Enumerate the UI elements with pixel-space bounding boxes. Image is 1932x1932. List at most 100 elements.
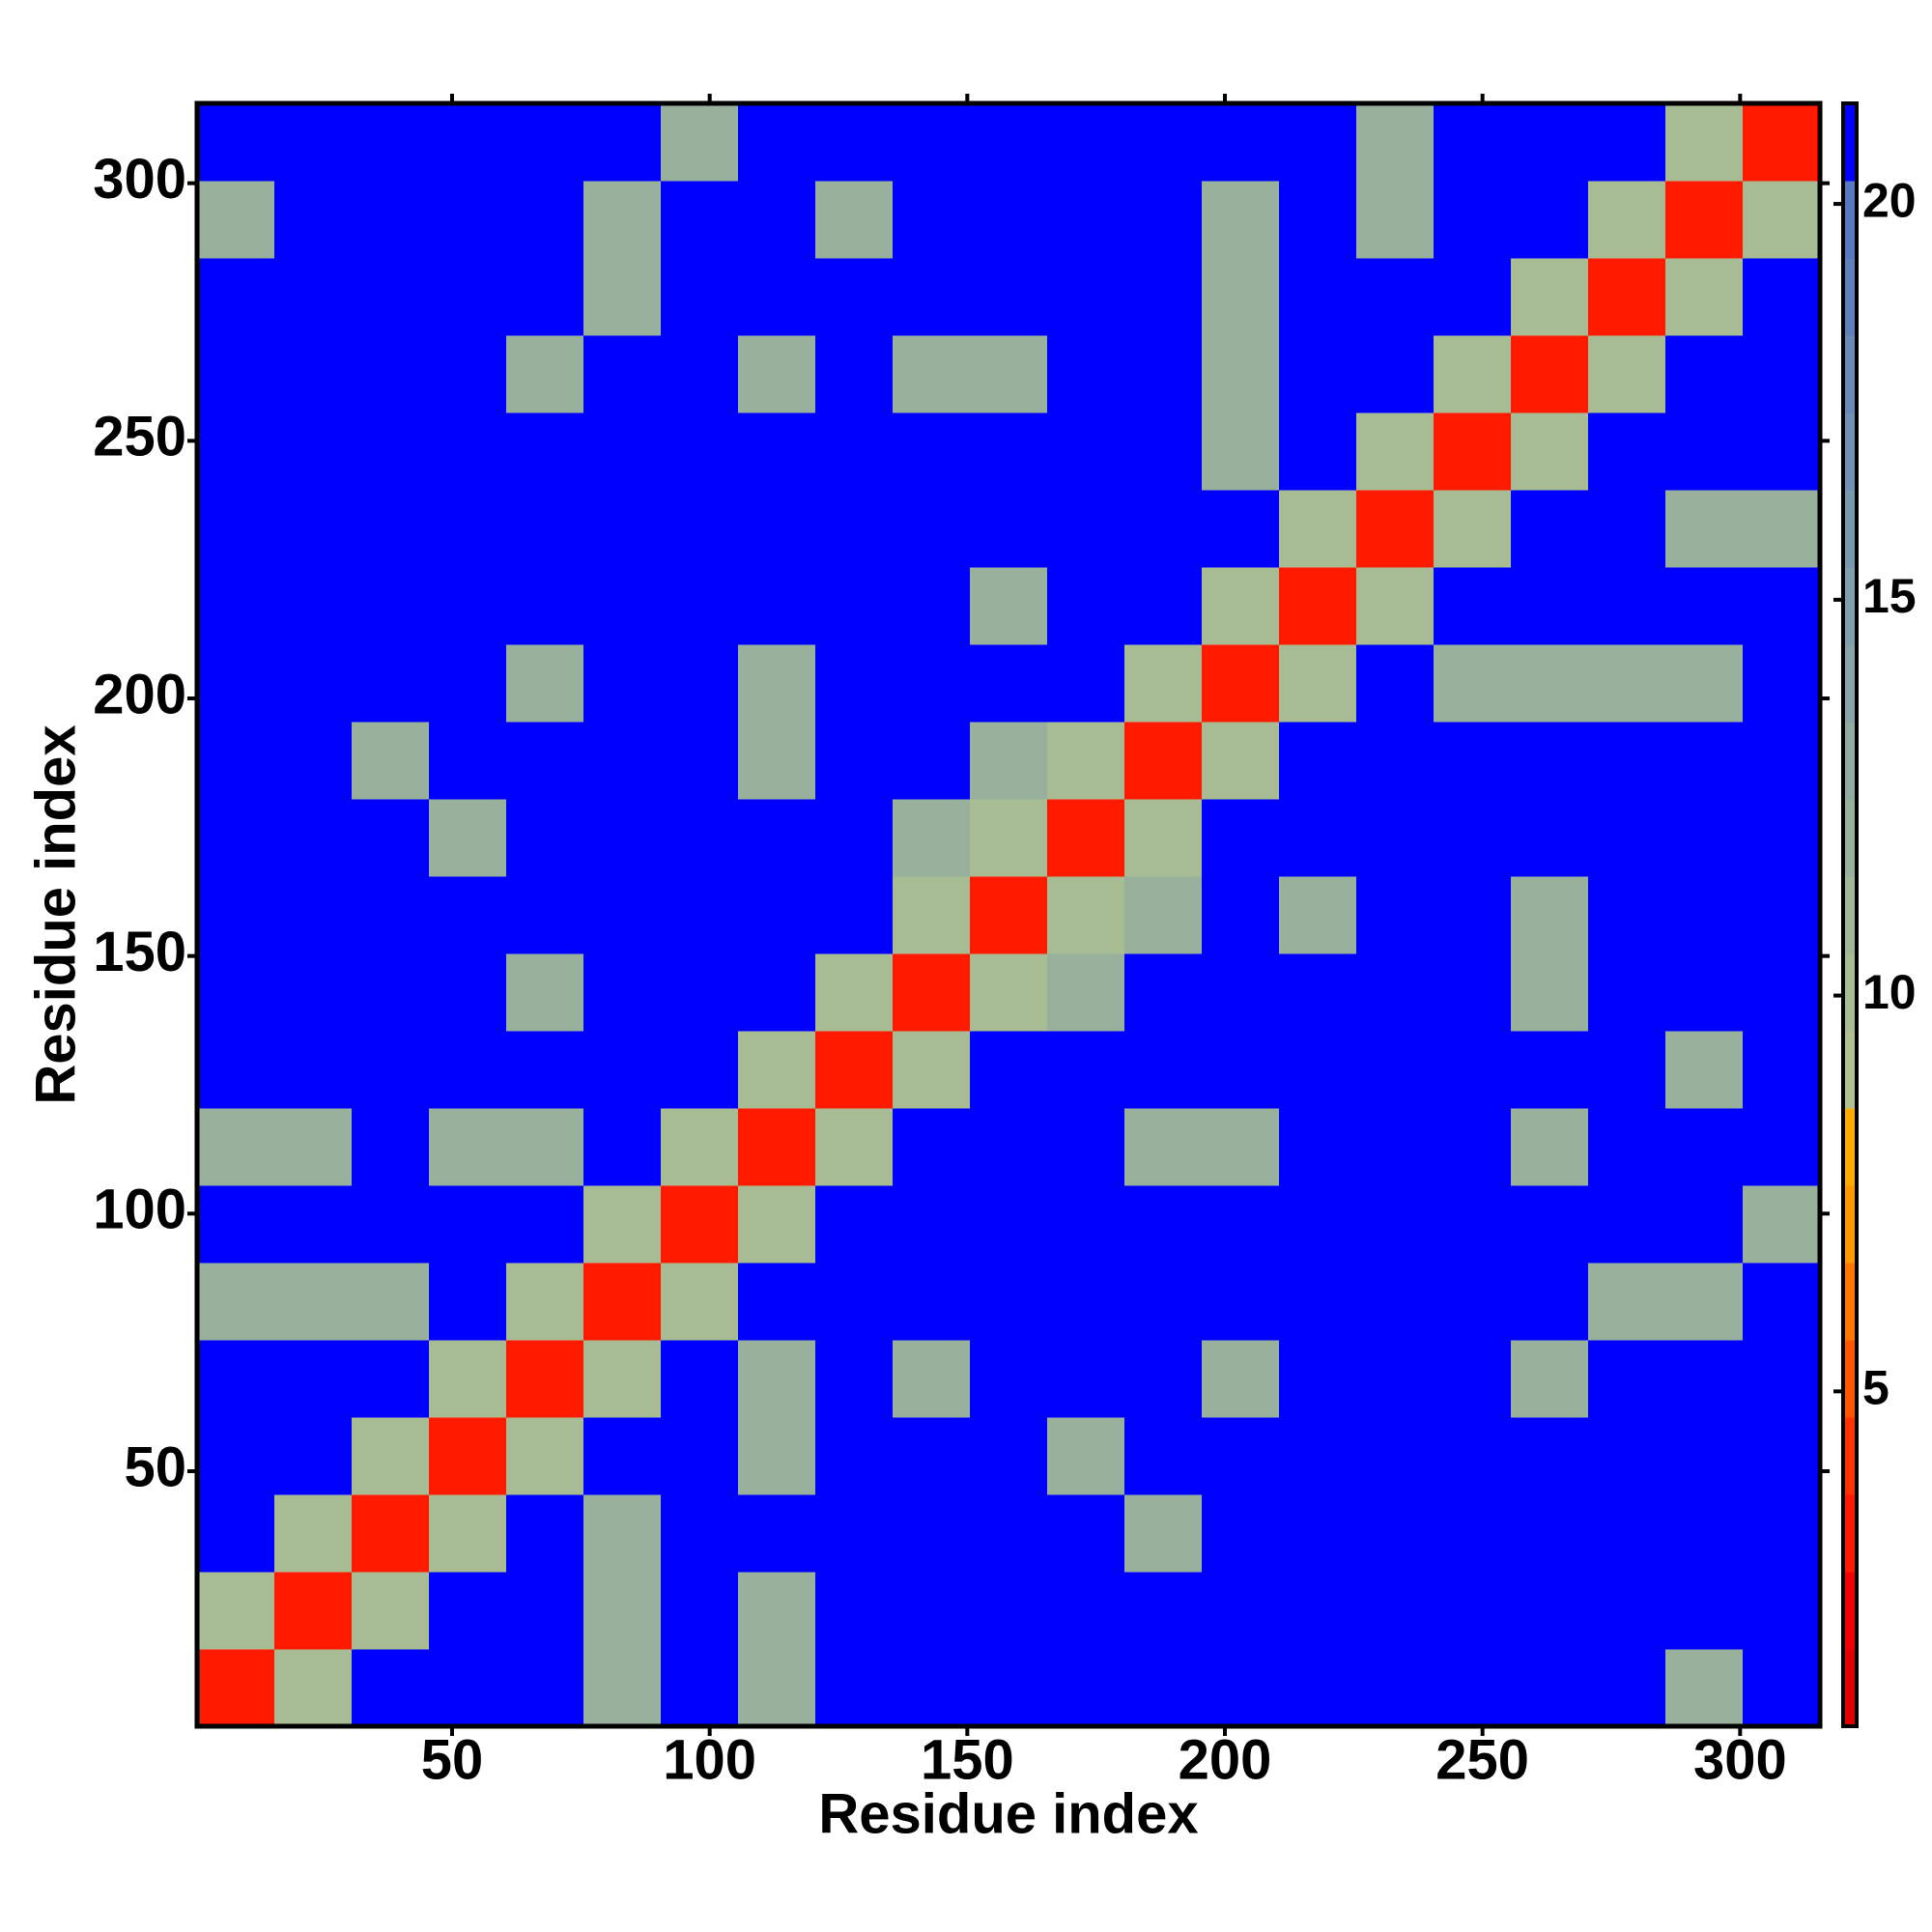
- cell: [1279, 412, 1357, 491]
- cell: [815, 567, 894, 645]
- cell: [1047, 567, 1125, 645]
- cell: [583, 335, 662, 413]
- colorbar-band: [1843, 876, 1857, 954]
- cell: [274, 1572, 353, 1650]
- cell: [1588, 1031, 1666, 1109]
- cell: [1047, 644, 1125, 723]
- cell: [893, 1108, 971, 1186]
- cell: [1743, 412, 1821, 491]
- cell: [1356, 1649, 1435, 1727]
- cell: [815, 644, 894, 723]
- cell: [583, 258, 662, 336]
- cell: [1665, 1031, 1744, 1109]
- cell: [1202, 722, 1280, 800]
- cell: [1588, 1494, 1666, 1573]
- cell: [1279, 335, 1357, 413]
- cell: [1588, 567, 1666, 645]
- cell: [1434, 412, 1512, 491]
- cell: [1665, 1185, 1744, 1264]
- cell: [1665, 953, 1744, 1032]
- cell: [815, 876, 894, 954]
- cell: [506, 567, 584, 645]
- cell: [1743, 1031, 1821, 1109]
- y-axis-title: Residue index: [24, 724, 87, 1104]
- cell: [1588, 181, 1666, 259]
- cell: [429, 876, 507, 954]
- cell: [583, 876, 662, 954]
- cell: [815, 1185, 894, 1264]
- colorbar-band: [1843, 1108, 1857, 1186]
- cell: [352, 1572, 430, 1650]
- cell: [1743, 1417, 1821, 1495]
- cell: [1434, 1108, 1512, 1186]
- cell: [661, 722, 739, 800]
- cell: [1434, 258, 1512, 336]
- cell: [1665, 567, 1744, 645]
- cell: [1047, 1572, 1125, 1650]
- cell: [352, 1494, 430, 1573]
- cell: [352, 181, 430, 259]
- cell: [815, 722, 894, 800]
- cell: [1434, 103, 1512, 182]
- cell: [1356, 103, 1435, 182]
- cell: [1279, 1031, 1357, 1109]
- cell: [583, 1263, 662, 1341]
- cell: [1665, 181, 1744, 259]
- cell: [1047, 1417, 1125, 1495]
- cell: [506, 876, 584, 954]
- cell: [970, 644, 1048, 723]
- cell: [1356, 1340, 1435, 1418]
- cell: [815, 1417, 894, 1495]
- x-tick-label: 200: [1179, 1728, 1272, 1791]
- cell: [661, 1494, 739, 1573]
- cell: [1279, 1417, 1357, 1495]
- cell: [970, 567, 1048, 645]
- cell: [429, 412, 507, 491]
- cell: [738, 1185, 816, 1264]
- cell: [1202, 1263, 1280, 1341]
- cell: [1743, 953, 1821, 1032]
- cell: [815, 258, 894, 336]
- cell: [661, 412, 739, 491]
- cell: [1588, 799, 1666, 877]
- cell: [738, 1108, 816, 1186]
- cell: [1743, 258, 1821, 336]
- cell: [738, 1572, 816, 1650]
- cell: [1588, 1572, 1666, 1650]
- cell: [738, 1340, 816, 1418]
- cell: [1511, 567, 1589, 645]
- cell: [352, 258, 430, 336]
- cell: [1356, 1185, 1435, 1264]
- cell: [583, 1185, 662, 1264]
- cell: [274, 181, 353, 259]
- cell: [1356, 412, 1435, 491]
- cell: [1743, 335, 1821, 413]
- cell: [970, 335, 1048, 413]
- cell: [197, 799, 275, 877]
- cell: [893, 1185, 971, 1264]
- x-axis-title: Residue index: [818, 1782, 1198, 1845]
- cell: [197, 1185, 275, 1264]
- cell: [352, 1340, 430, 1418]
- cell: [1124, 644, 1203, 723]
- cell: [1434, 490, 1512, 568]
- cell: [661, 1031, 739, 1109]
- cell: [1202, 1340, 1280, 1418]
- colorbar-band: [1843, 1031, 1857, 1109]
- cell: [197, 490, 275, 568]
- cell: [661, 1417, 739, 1495]
- cell: [1279, 876, 1357, 954]
- cell: [274, 1417, 353, 1495]
- cell: [970, 258, 1048, 336]
- cell: [1588, 103, 1666, 182]
- cell: [1434, 1494, 1512, 1573]
- cell: [1743, 1263, 1821, 1341]
- cell: [274, 1185, 353, 1264]
- cell: [661, 1185, 739, 1264]
- cell: [1124, 1572, 1203, 1650]
- cell: [583, 567, 662, 645]
- cell: [274, 335, 353, 413]
- x-tick-label: 300: [1693, 1728, 1787, 1791]
- cell: [1434, 567, 1512, 645]
- cell: [429, 567, 507, 645]
